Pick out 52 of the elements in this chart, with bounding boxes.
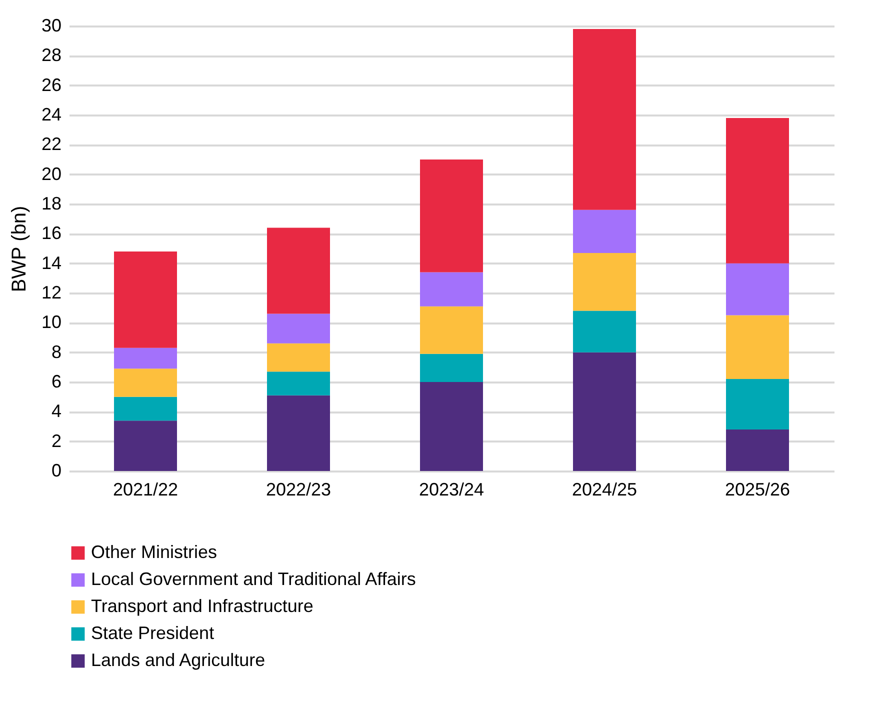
bar xyxy=(726,118,789,264)
y-tick-label: 16 xyxy=(41,223,62,244)
y-tick-label: 28 xyxy=(41,45,62,66)
bar xyxy=(114,368,177,397)
bar xyxy=(267,395,330,471)
legend-label: Lands and Agriculture xyxy=(91,650,266,670)
y-tick-label: 4 xyxy=(51,401,62,422)
bar xyxy=(420,382,483,471)
y-tick-label: 26 xyxy=(41,74,62,95)
y-tick-label: 2 xyxy=(51,430,62,451)
y-tick-label: 30 xyxy=(41,16,62,36)
bar xyxy=(420,272,483,306)
legend-label: Transport and Infrastructure xyxy=(91,596,314,616)
bar xyxy=(267,343,330,372)
legend-label: Local Government and Traditional Affairs xyxy=(91,569,416,589)
bar xyxy=(420,306,483,354)
bar xyxy=(726,315,789,380)
bar xyxy=(267,372,330,396)
bar xyxy=(726,379,789,430)
x-tick-label: 2025/26 xyxy=(724,480,790,500)
y-tick-label: 12 xyxy=(41,282,62,302)
bar xyxy=(267,228,330,314)
bar xyxy=(267,314,330,344)
bar xyxy=(573,210,636,253)
y-tick-label: 20 xyxy=(41,164,62,184)
y-tick-label: 14 xyxy=(41,252,62,273)
bar xyxy=(726,429,789,471)
bar xyxy=(420,354,483,382)
bar xyxy=(114,251,177,348)
y-tick-label: 18 xyxy=(41,194,62,214)
y-tick-label: 0 xyxy=(51,460,62,480)
y-tick-label: 22 xyxy=(41,134,62,154)
x-tick-label: 2022/23 xyxy=(266,480,332,500)
y-tick-label: 6 xyxy=(51,372,62,392)
bar xyxy=(573,28,636,210)
y-tick-label: 24 xyxy=(41,104,62,124)
bar xyxy=(573,352,636,471)
bar xyxy=(573,252,636,311)
x-tick-label: 2023/24 xyxy=(418,480,484,500)
bar xyxy=(573,310,636,352)
bar xyxy=(726,263,789,316)
y-tick-label: 8 xyxy=(51,342,62,362)
legend-label: Other Ministries xyxy=(91,542,218,562)
legend-label: State President xyxy=(91,623,214,643)
bar xyxy=(114,396,177,421)
x-tick-label: 2021/22 xyxy=(112,480,178,500)
bar xyxy=(420,160,483,272)
y-tick-label: 10 xyxy=(41,312,62,332)
bar xyxy=(114,420,177,471)
y-axis-title: BWP (bn) xyxy=(8,206,30,292)
x-tick-label: 2024/25 xyxy=(572,480,638,500)
bar xyxy=(114,348,177,369)
